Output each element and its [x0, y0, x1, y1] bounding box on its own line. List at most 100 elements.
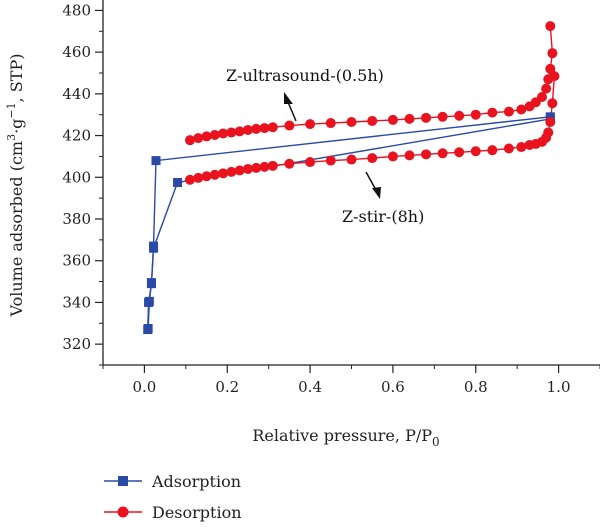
data-point-circle: [234, 126, 245, 137]
x-axis-title: Relative pressure, P/P0: [252, 426, 439, 449]
data-point-circle: [437, 148, 448, 159]
data-point-square: [143, 325, 153, 335]
data-point-circle: [193, 133, 204, 144]
data-point-square: [146, 279, 156, 289]
y-tick-label: 420: [62, 127, 91, 145]
data-point-circle: [547, 98, 558, 109]
legend-desorption-label: Desorption: [152, 503, 242, 522]
data-point-circle: [404, 113, 415, 124]
y-axis-title: Volume adsorbed (cm3·g−1, STP): [5, 54, 26, 318]
data-point-circle: [325, 118, 336, 129]
legend-desorption-marker: [117, 506, 129, 518]
data-point-circle: [218, 128, 229, 139]
data-point-circle: [259, 161, 270, 172]
x-tick-label: 0.6: [381, 378, 405, 396]
data-point-circle: [259, 123, 270, 134]
data-point-circle: [387, 114, 398, 125]
data-point-circle: [184, 174, 195, 185]
x-tick-label: 1.0: [547, 378, 571, 396]
data-point-circle: [251, 123, 262, 134]
y-axis-title-sup-1: 3: [5, 134, 18, 141]
data-point-square: [144, 297, 154, 307]
data-point-circle: [201, 131, 212, 142]
legend-adsorption-label: Adsorption: [151, 472, 241, 491]
data-point-circle: [437, 111, 448, 122]
data-point-circle: [470, 146, 481, 157]
legend-item-adsorption: Adsorption: [104, 472, 241, 491]
data-point-square: [151, 156, 161, 166]
data-point-square: [173, 178, 183, 187]
data-point-circle: [549, 71, 560, 82]
data-point-circle: [404, 150, 415, 161]
annotation-ultrasound-arrow: [287, 101, 297, 122]
data-point-circle: [367, 153, 378, 164]
data-point-circle: [209, 169, 220, 180]
data-point-circle: [267, 160, 278, 171]
data-point-circle: [226, 127, 237, 138]
data-point-circle: [516, 104, 527, 115]
annotation-ultrasound: Z-ultrasound-(0.5h): [226, 66, 384, 85]
data-point-circle: [524, 139, 535, 150]
data-point-circle: [503, 106, 514, 117]
y-tick-label: 340: [62, 293, 91, 311]
data-point-circle: [193, 172, 204, 183]
data-point-circle: [421, 149, 432, 160]
data-point-circle: [545, 117, 556, 128]
data-point-circle: [545, 63, 556, 74]
data-point-circle: [541, 83, 552, 94]
legend-adsorption-marker: [118, 476, 128, 486]
y-axis-title-sup-2: −1: [5, 102, 18, 118]
data-point-circle: [487, 107, 498, 118]
data-point-circle: [305, 157, 316, 168]
y-tick-label: 380: [62, 210, 91, 228]
data-point-circle: [305, 119, 316, 130]
data-point-circle: [234, 165, 245, 176]
annotation-stir-arrowhead: [372, 187, 381, 199]
data-point-circle: [284, 158, 295, 169]
annotation-ultrasound-arrowhead: [284, 92, 293, 104]
data-point-circle: [487, 145, 498, 156]
tick-marks: [95, 9, 600, 373]
tick-labels: 0.0 0.2 0.4 0.6 0.8 1.0 320 340 360 380 400 420 440 4…: [62, 1, 570, 396]
annotation-stir-arrow: [365, 171, 377, 191]
data-point-square: [149, 243, 159, 253]
y-tick-label: 360: [62, 252, 91, 270]
data-point-circle: [209, 129, 220, 140]
data-point-circle: [516, 142, 527, 153]
data-point-circle: [251, 162, 262, 173]
data-point-circle: [242, 124, 253, 135]
legend: Adsorption Desorption: [104, 472, 242, 522]
x-tick-label: 0.4: [298, 378, 322, 396]
data-point-circle: [367, 115, 378, 126]
data-point-circle: [242, 163, 253, 174]
data-point-circle: [454, 147, 465, 158]
data-point-circle: [346, 154, 357, 165]
data-point-circle: [547, 48, 558, 59]
data-point-circle: [503, 143, 514, 154]
x-tick-label: 0.8: [464, 378, 488, 396]
data-point-circle: [325, 155, 336, 166]
data-point-circle: [226, 166, 237, 177]
data-point-circle: [201, 171, 212, 182]
data-point-circle: [267, 122, 278, 133]
data-point-circle: [421, 112, 432, 123]
y-tick-label: 480: [62, 1, 91, 19]
data-point-circle: [346, 117, 357, 128]
x-axis-title-subscript: 0: [432, 435, 440, 449]
data-point-circle: [454, 110, 465, 121]
y-tick-label: 460: [62, 43, 91, 61]
series-markers: [143, 21, 560, 335]
data-point-circle: [387, 151, 398, 162]
data-point-circle: [545, 21, 556, 32]
legend-item-desorption: Desorption: [104, 503, 242, 522]
y-tick-label: 320: [62, 335, 91, 353]
annotation-stir: Z-stir-(8h): [342, 207, 424, 226]
data-point-circle: [284, 120, 295, 131]
data-point-circle: [524, 101, 535, 112]
data-point-circle: [218, 168, 229, 179]
y-tick-label: 400: [62, 168, 91, 186]
x-tick-label: 0.0: [132, 378, 156, 396]
data-point-circle: [184, 135, 195, 146]
y-tick-label: 440: [62, 85, 91, 103]
